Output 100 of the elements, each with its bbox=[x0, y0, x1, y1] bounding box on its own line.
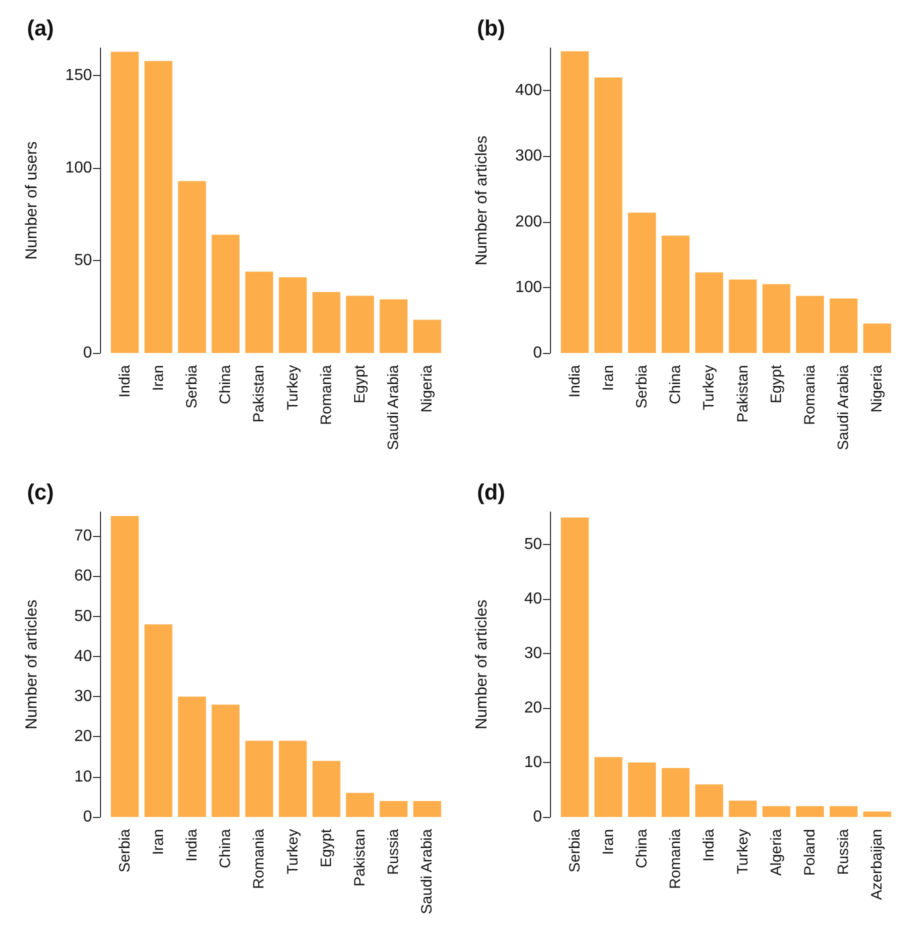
bar bbox=[594, 78, 622, 353]
x-tick-label: Pakistan bbox=[352, 829, 368, 887]
bar bbox=[863, 323, 892, 353]
bar bbox=[796, 806, 824, 817]
bar bbox=[178, 696, 206, 817]
x-tick-label: Egypt bbox=[318, 828, 335, 868]
y-axis-title: Number of articles bbox=[474, 600, 490, 730]
x-tick-label: India bbox=[700, 828, 718, 862]
bar bbox=[560, 51, 589, 353]
x-tick-label: Romania bbox=[250, 828, 268, 890]
x-tick-label: Azerbaijan bbox=[868, 829, 886, 900]
x-tick-label: Russia bbox=[385, 828, 402, 875]
bar bbox=[662, 768, 690, 817]
bar bbox=[863, 812, 892, 817]
chart-title: (a) bbox=[27, 16, 54, 40]
x-tick-label: Romania bbox=[802, 364, 818, 426]
x-tick-label: Russia bbox=[835, 828, 852, 875]
y-tick-label: 20 bbox=[74, 728, 92, 746]
bar bbox=[278, 740, 307, 817]
y-tick-label: 40 bbox=[74, 648, 92, 665]
y-tick-label: 60 bbox=[74, 568, 92, 585]
bar bbox=[178, 181, 206, 353]
x-tick-label: Turkey bbox=[734, 828, 752, 874]
x-tick-label: India bbox=[566, 364, 584, 398]
x-tick-label: India bbox=[116, 364, 134, 398]
bar bbox=[830, 806, 858, 817]
bar bbox=[346, 296, 374, 353]
x-tick-label: Poland bbox=[802, 829, 818, 876]
x-tick-label: China bbox=[217, 828, 234, 868]
bar bbox=[762, 806, 790, 817]
x-tick-label: Turkey bbox=[284, 828, 302, 874]
x-tick-label: Serbia bbox=[116, 828, 134, 872]
y-tick-label: 30 bbox=[74, 688, 92, 706]
bar bbox=[830, 298, 858, 353]
bar bbox=[380, 299, 408, 353]
chart-title: (b) bbox=[477, 16, 506, 40]
bar bbox=[762, 284, 790, 353]
x-tick-label: Pakistan bbox=[734, 365, 752, 423]
y-tick-label: 200 bbox=[515, 213, 542, 230]
bar bbox=[628, 212, 656, 353]
bar bbox=[278, 277, 307, 353]
x-tick-label: Pakistan bbox=[250, 365, 268, 423]
bar bbox=[695, 784, 724, 817]
bar bbox=[245, 740, 274, 817]
x-tick-label: Iran bbox=[150, 829, 167, 855]
x-tick-label: China bbox=[634, 828, 650, 868]
y-tick-label: 50 bbox=[74, 252, 92, 270]
bar bbox=[662, 236, 690, 353]
x-tick-label: Egypt bbox=[768, 364, 785, 404]
bar bbox=[346, 792, 374, 817]
x-tick-label: Saudi Arabia bbox=[835, 364, 852, 450]
x-tick-label: Serbia bbox=[634, 364, 650, 408]
bar bbox=[110, 516, 139, 817]
bar bbox=[695, 272, 724, 353]
x-tick-label: Iran bbox=[150, 365, 167, 391]
y-tick-label: 10 bbox=[524, 754, 542, 772]
x-tick-label: Egypt bbox=[352, 364, 368, 404]
y-axis-title: Number of users bbox=[24, 141, 40, 260]
bar bbox=[560, 517, 589, 817]
x-tick-label: Nigeria bbox=[418, 364, 436, 413]
bar bbox=[796, 296, 824, 353]
x-tick-label: Nigeria bbox=[868, 364, 886, 413]
y-tick-label: 300 bbox=[515, 148, 542, 165]
bar bbox=[380, 800, 408, 817]
bar bbox=[594, 757, 622, 817]
bar bbox=[245, 272, 274, 353]
y-tick-label: 0 bbox=[533, 344, 542, 362]
y-axis-title: Number of articles bbox=[24, 600, 40, 730]
x-tick-label: Turkey bbox=[700, 364, 718, 410]
y-tick-label: 50 bbox=[524, 536, 542, 554]
y-tick-label: 150 bbox=[65, 67, 92, 84]
x-tick-label: Algeria bbox=[768, 828, 785, 876]
bar bbox=[312, 760, 340, 817]
bar bbox=[212, 234, 240, 353]
bar bbox=[413, 800, 442, 817]
y-tick-label: 40 bbox=[524, 590, 542, 608]
x-tick-label: Saudi Arabia bbox=[385, 364, 402, 450]
bar bbox=[628, 762, 656, 817]
bar bbox=[110, 52, 139, 353]
x-tick-label: Serbia bbox=[566, 828, 584, 872]
x-tick-label: Turkey bbox=[284, 364, 302, 410]
x-tick-label: Iran bbox=[600, 829, 617, 855]
bar bbox=[413, 320, 442, 353]
chart-title: (c) bbox=[27, 480, 54, 504]
y-tick-label: 0 bbox=[533, 808, 542, 826]
x-tick-label: Saudi Arabia bbox=[418, 828, 436, 914]
y-axis-title: Number of articles bbox=[474, 136, 490, 266]
x-tick-label: China bbox=[217, 364, 234, 404]
bar bbox=[144, 60, 172, 353]
bar bbox=[144, 624, 172, 817]
bar bbox=[728, 800, 757, 817]
y-tick-label: 100 bbox=[65, 160, 92, 177]
y-tick-label: 10 bbox=[74, 768, 92, 786]
x-tick-label: Romania bbox=[318, 364, 335, 426]
y-tick-label: 0 bbox=[83, 808, 92, 826]
x-tick-label: India bbox=[184, 828, 200, 862]
bar bbox=[212, 704, 240, 817]
y-tick-label: 70 bbox=[74, 528, 92, 545]
chart-title: (d) bbox=[477, 480, 506, 504]
y-tick-label: 0 bbox=[83, 344, 92, 362]
